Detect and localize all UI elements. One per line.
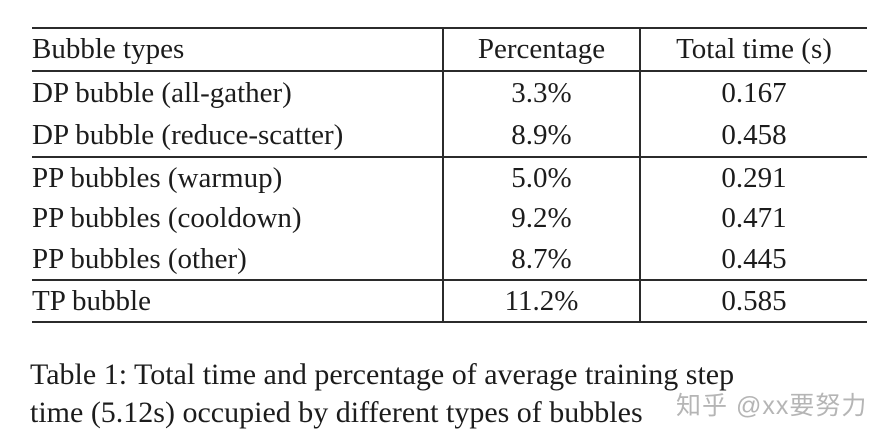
table-row-pp-cooldown: PP bubbles (cooldown) 9.2% 0.471 — [32, 198, 867, 239]
cell-bubble-type: DP bubble (all-gather) — [32, 71, 444, 114]
cell-total-time: 0.458 — [721, 118, 787, 151]
cell-bubble-type: PP bubbles (cooldown) — [32, 198, 444, 239]
cell-total-time: 0.167 — [721, 76, 787, 109]
column-header-total-time: Total time (s) — [640, 28, 867, 72]
table-row-pp-warmup: PP bubbles (warmup) 5.0% 0.291 — [32, 156, 867, 198]
column-header-percentage: Percentage — [443, 28, 641, 72]
bubble-types-table: Bubble types Percentage Total time (s) D… — [32, 27, 867, 323]
cell-percentage: 9.2% — [443, 198, 641, 239]
cell-percentage: 3.3% — [443, 71, 641, 114]
column-header-bubble-types: Bubble types — [32, 28, 444, 72]
cell-bubble-type: TP bubble — [32, 279, 444, 322]
cell-percentage: 5.0% — [443, 156, 641, 198]
table-row-dp-all-gather: DP bubble (all-gather) 3.3% 0.167 — [32, 71, 867, 114]
cell-percentage: 8.9% — [443, 114, 641, 157]
caption-line-2: time (5.12s) occupied by different types… — [30, 396, 643, 429]
caption-line-1: Table 1: Total time and percentage of av… — [30, 358, 735, 391]
cell-percentage: 11.2% — [443, 279, 641, 322]
table-row-pp-other: PP bubbles (other) 8.7% 0.445 — [32, 239, 867, 280]
table-header-row: Bubble types Percentage Total time (s) — [32, 28, 867, 72]
table-caption: Table 1: Total time and percentage of av… — [30, 356, 880, 432]
cell-bubble-type: DP bubble (reduce-scatter) — [32, 114, 444, 157]
table-container: Bubble types Percentage Total time (s) D… — [32, 27, 867, 323]
cell-bubble-type: PP bubbles (warmup) — [32, 156, 444, 198]
cell-total-time: 0.445 — [721, 242, 787, 275]
table-row-tp-bubble: TP bubble 11.2% 0.585 — [32, 279, 867, 322]
cell-percentage: 8.7% — [443, 239, 641, 280]
cell-total-time: 0.585 — [640, 279, 867, 322]
table-row-dp-reduce-scatter: DP bubble (reduce-scatter) 8.9% 0.458 — [32, 114, 867, 157]
cell-bubble-type: PP bubbles (other) — [32, 239, 444, 280]
cell-total-time: 0.471 — [721, 202, 787, 234]
cell-total-time: 0.291 — [640, 156, 867, 198]
